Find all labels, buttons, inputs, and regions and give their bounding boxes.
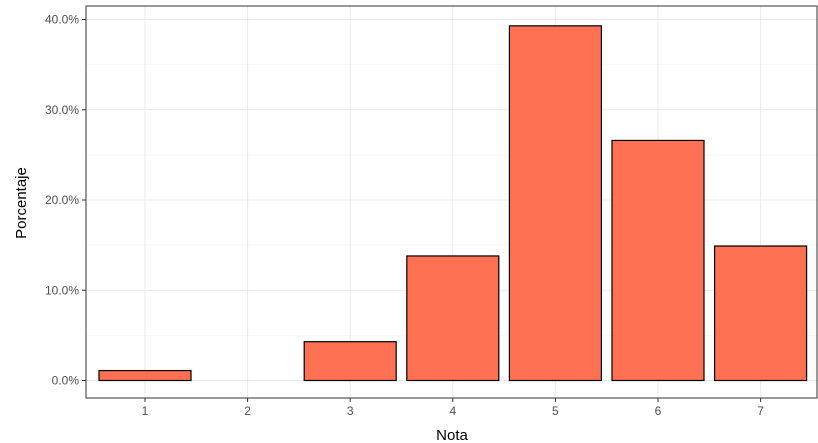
y-tick-label: 10.0% [45,283,79,297]
x-axis-title: Nota [436,427,468,443]
y-tick-label: 40.0% [45,13,79,27]
y-axis: 0.0% 10.0% 20.0% 30.0% 40.0% [45,13,86,388]
x-tick-label: 3 [347,404,354,418]
y-tick-label: 20.0% [45,193,79,207]
x-tick-label: 7 [757,404,764,418]
x-tick-label: 2 [244,404,251,418]
bar-3 [303,341,397,382]
bar-7 [713,245,808,382]
x-tick-label: 1 [142,404,149,418]
x-tick-label: 4 [449,404,456,418]
x-axis: 1 2 3 4 5 6 7 [142,398,764,418]
bar-6 [611,139,705,382]
y-tick-label: 0.0% [52,374,80,388]
bar-1 [98,369,192,382]
panel-border [85,5,818,399]
y-axis-title: Porcentaje [13,167,30,239]
x-tick-label: 6 [655,404,662,418]
y-tick-label: 30.0% [45,103,79,117]
x-tick-label: 5 [552,404,559,418]
bar-4 [406,255,500,382]
bars [98,25,808,382]
bar-5 [508,25,602,382]
